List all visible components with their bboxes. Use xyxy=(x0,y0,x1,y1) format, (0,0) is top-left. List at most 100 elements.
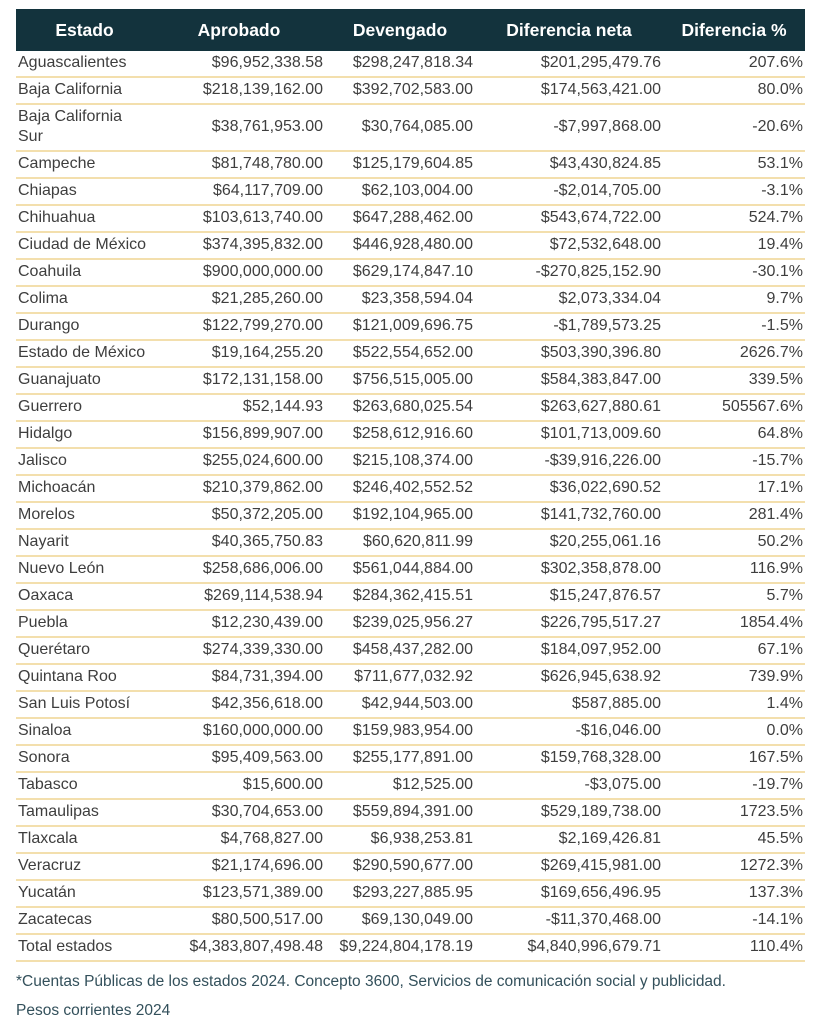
value-cell: $629,174,847.10 xyxy=(325,259,475,288)
table-row: Puebla $12,230,439.00 $239,025,956.27 $226,… xyxy=(16,610,805,639)
value-cell: $21,174,696.00 xyxy=(153,853,325,882)
value-cell: $19,164,255.20 xyxy=(153,340,325,369)
table-row: San Luis Potosí $42,356,618.00 $42,944,503… xyxy=(16,691,805,720)
footnote-currency: Pesos corrientes 2024 xyxy=(16,1001,171,1019)
value-cell: $626,945,638.92 xyxy=(475,664,663,693)
value-cell: -30.1% xyxy=(663,259,805,288)
value-cell: $156,899,907.00 xyxy=(153,421,325,450)
state-name: Jalisco xyxy=(16,448,153,477)
value-cell: -19.7% xyxy=(663,772,805,801)
value-cell: $30,704,653.00 xyxy=(153,799,325,828)
value-cell: $756,515,005.00 xyxy=(325,367,475,396)
state-name: Morelos xyxy=(16,502,153,531)
table-row: Campeche $81,748,780.00 $125,179,604.85 $43… xyxy=(16,151,805,180)
state-name: Tlaxcala xyxy=(16,826,153,855)
value-cell: $40,365,750.83 xyxy=(153,529,325,558)
table-row: Sonora $95,409,563.00 $255,177,891.00 $159,… xyxy=(16,745,805,774)
table-row: Quintana Roo $84,731,394.00 $711,677,032.9… xyxy=(16,664,805,693)
value-cell: $42,944,503.00 xyxy=(325,691,475,720)
value-cell: $392,702,583.00 xyxy=(325,77,475,106)
value-cell: -$270,825,152.90 xyxy=(475,259,663,288)
state-name: Tabasco xyxy=(16,772,153,801)
state-name: Durango xyxy=(16,313,153,342)
value-cell: $21,285,260.00 xyxy=(153,286,325,315)
value-cell: -$1,789,573.25 xyxy=(475,313,663,342)
value-cell: 339.5% xyxy=(663,367,805,396)
value-cell: $12,525.00 xyxy=(325,772,475,801)
value-cell: $258,612,916.60 xyxy=(325,421,475,450)
value-cell: $290,590,677.00 xyxy=(325,853,475,882)
value-cell: 80.0% xyxy=(663,77,805,106)
value-cell: $60,620,811.99 xyxy=(325,529,475,558)
value-cell: $559,894,391.00 xyxy=(325,799,475,828)
table-row: Oaxaca $269,114,538.94 $284,362,415.51 $15,… xyxy=(16,583,805,612)
column-header-devengado: Devengado xyxy=(325,9,475,52)
value-cell: $587,885.00 xyxy=(475,691,663,720)
value-cell: $258,686,006.00 xyxy=(153,556,325,585)
value-cell: 281.4% xyxy=(663,502,805,531)
table-row: Estado de México $19,164,255.20 $522,554,6… xyxy=(16,340,805,369)
value-cell: -3.1% xyxy=(663,178,805,207)
state-name: Coahuila xyxy=(16,259,153,288)
value-cell: -$2,014,705.00 xyxy=(475,178,663,207)
state-name: Colima xyxy=(16,286,153,315)
state-name: Baja California xyxy=(16,77,153,106)
value-cell: $269,415,981.00 xyxy=(475,853,663,882)
value-cell: $169,656,496.95 xyxy=(475,880,663,909)
state-name: Sinaloa xyxy=(16,718,153,747)
value-cell: $647,288,462.00 xyxy=(325,205,475,234)
state-name: Aguascalientes xyxy=(16,51,153,79)
value-cell: 167.5% xyxy=(663,745,805,774)
table-row: Michoacán $210,379,862.00 $246,402,552.52 $… xyxy=(16,475,805,504)
value-cell: $503,390,396.80 xyxy=(475,340,663,369)
value-cell: 1272.3% xyxy=(663,853,805,882)
value-cell: $274,339,330.00 xyxy=(153,637,325,666)
value-cell: $255,177,891.00 xyxy=(325,745,475,774)
value-cell: $15,600.00 xyxy=(153,772,325,801)
state-name: Estado de México xyxy=(16,340,153,369)
value-cell: 67.1% xyxy=(663,637,805,666)
table-row: Zacatecas $80,500,517.00 $69,130,049.00 -$1… xyxy=(16,907,805,936)
state-name: Baja California Sur xyxy=(16,104,153,153)
value-cell: $246,402,552.52 xyxy=(325,475,475,504)
value-cell: $255,024,600.00 xyxy=(153,448,325,477)
table-row: Guanajuato $172,131,158.00 $756,515,005.00… xyxy=(16,367,805,396)
state-name: Guanajuato xyxy=(16,367,153,396)
value-cell: -14.1% xyxy=(663,907,805,936)
table-header: Estado Aprobado Devengado Diferencia neta Di… xyxy=(16,9,805,52)
value-cell: $80,500,517.00 xyxy=(153,907,325,936)
state-name: Puebla xyxy=(16,610,153,639)
value-cell: $374,395,832.00 xyxy=(153,232,325,261)
column-header-diferencia: Diferencia % xyxy=(663,9,805,52)
table-row: Durango $122,799,270.00 $121,009,696.75 -$1… xyxy=(16,313,805,342)
value-cell: $101,713,009.60 xyxy=(475,421,663,450)
value-cell: $174,563,421.00 xyxy=(475,77,663,106)
value-cell: -$39,916,226.00 xyxy=(475,448,663,477)
value-cell: $263,627,880.61 xyxy=(475,394,663,423)
value-cell: $122,799,270.00 xyxy=(153,313,325,342)
value-cell: $711,677,032.92 xyxy=(325,664,475,693)
table-row: Colima $21,285,260.00 $23,358,594.04 $2,073… xyxy=(16,286,805,315)
column-header-aprobado: Aprobado xyxy=(153,9,325,52)
state-name: Quintana Roo xyxy=(16,664,153,693)
value-cell: $103,613,740.00 xyxy=(153,205,325,234)
value-cell: -15.7% xyxy=(663,448,805,477)
value-cell: $446,928,480.00 xyxy=(325,232,475,261)
value-cell: $239,025,956.27 xyxy=(325,610,475,639)
value-cell: $584,383,847.00 xyxy=(475,367,663,396)
value-cell: $269,114,538.94 xyxy=(153,583,325,612)
table-row: Nuevo León $258,686,006.00 $561,044,884.00… xyxy=(16,556,805,585)
value-cell: $215,108,374.00 xyxy=(325,448,475,477)
value-cell: 739.9% xyxy=(663,664,805,693)
table-row: Tlaxcala $4,768,827.00 $6,938,253.81 $2,169… xyxy=(16,826,805,855)
value-cell: 9.7% xyxy=(663,286,805,315)
value-cell: $125,179,604.85 xyxy=(325,151,475,180)
column-header-diferencia-neta: Diferencia neta xyxy=(475,9,663,52)
value-cell: -$16,046.00 xyxy=(475,718,663,747)
table-row: Chihuahua $103,613,740.00 $647,288,462.00 $… xyxy=(16,205,805,234)
value-cell: $141,732,760.00 xyxy=(475,502,663,531)
value-cell: -20.6% xyxy=(663,104,805,153)
state-name: Guerrero xyxy=(16,394,153,423)
table-row: Ciudad de México $374,395,832.00 $446,928,… xyxy=(16,232,805,261)
value-cell: $72,532,648.00 xyxy=(475,232,663,261)
